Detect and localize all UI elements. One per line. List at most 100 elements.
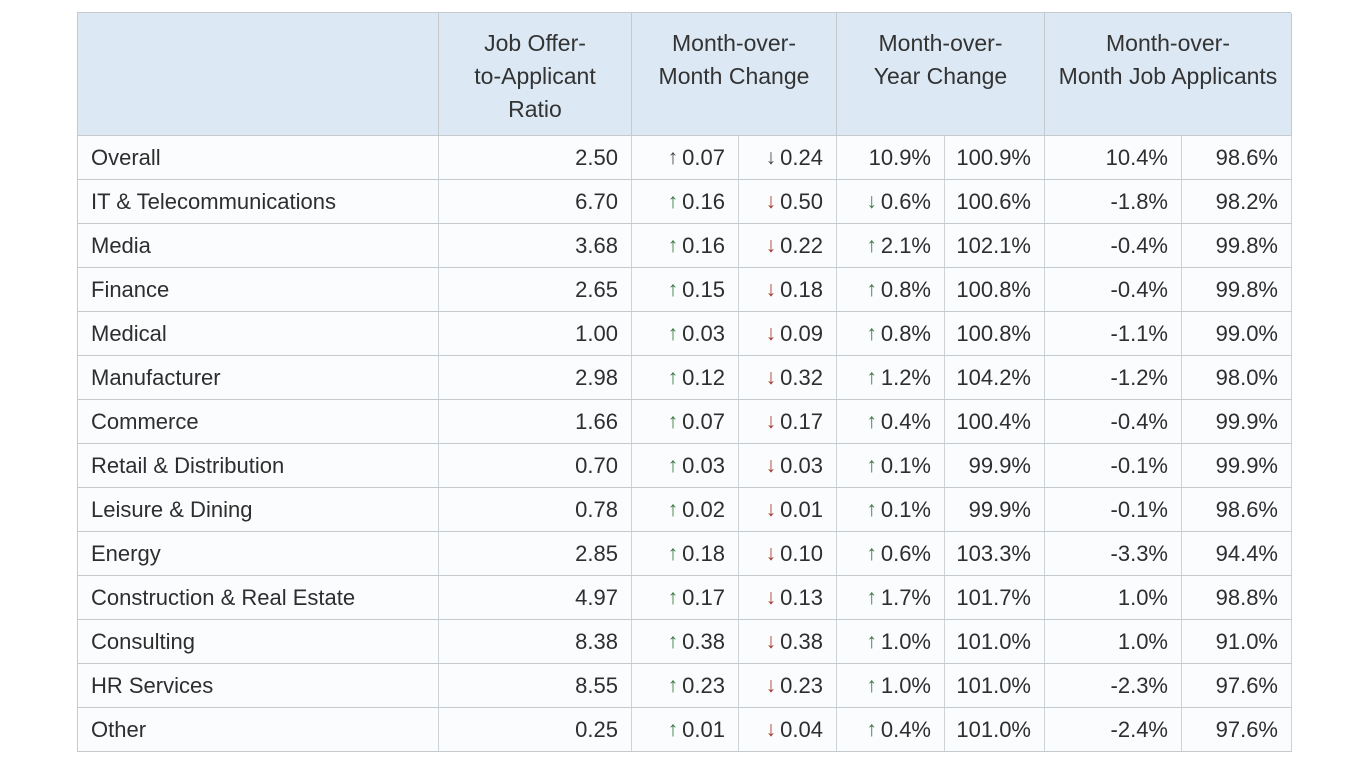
cell-ratio: 0.78 xyxy=(439,488,632,532)
cell-mom-up: ↑ 0.16 xyxy=(632,180,739,224)
cell-moy-change: ↑ 1.2% xyxy=(837,356,945,400)
cell-value: -0.4% xyxy=(1110,232,1168,258)
cell-moy-change: ↑ 1.7% xyxy=(837,576,945,620)
cell-value: 99.9% xyxy=(1215,408,1278,434)
table-row: Overall 2.50 ↑ 0.07 ↓ 0.24 10.9% 100.9% 10.4% 98.… xyxy=(78,136,1292,180)
cell-value: Energy xyxy=(91,540,161,566)
cell-value: 6.70 xyxy=(575,188,618,214)
down-arrow-icon: ↓ xyxy=(765,718,777,741)
cell-mom-up: ↑ 0.02 xyxy=(632,488,739,532)
cell-value: -2.4% xyxy=(1110,716,1168,742)
cell-value: 0.18 xyxy=(682,540,725,566)
cell-moy-change: ↑ 0.1% xyxy=(837,488,945,532)
cell-moy-change: ↑ 0.4% xyxy=(837,400,945,444)
cell-moy-index: 99.9% xyxy=(945,488,1045,532)
up-arrow-icon: ↑ xyxy=(866,718,877,741)
cell-value: 98.8% xyxy=(1215,584,1278,610)
up-arrow-icon: ↑ xyxy=(667,322,679,345)
cell-mom-down: ↓ 0.03 xyxy=(739,444,837,488)
cell-value: 1.00 xyxy=(575,320,618,346)
cell-ratio: 3.68 xyxy=(439,224,632,268)
cell-category: Overall xyxy=(78,136,439,180)
cell-applicants-index: 98.2% xyxy=(1182,180,1292,224)
cell-value: 0.8% xyxy=(880,276,931,302)
cell-moy-change: ↑ 0.8% xyxy=(837,268,945,312)
cell-category: Medical xyxy=(78,312,439,356)
cell-value: -0.1% xyxy=(1110,496,1168,522)
cell-moy-index: 99.9% xyxy=(945,444,1045,488)
cell-applicants-index: 99.0% xyxy=(1182,312,1292,356)
cell-applicants-change: -1.8% xyxy=(1045,180,1182,224)
cell-value: -3.3% xyxy=(1110,540,1168,566)
cell-value: 0.10 xyxy=(780,540,823,566)
cell-mom-up: ↑ 0.38 xyxy=(632,620,739,664)
cell-value: -1.2% xyxy=(1110,364,1168,390)
cell-moy-index: 101.7% xyxy=(945,576,1045,620)
header-line: Month-over- xyxy=(672,30,796,56)
cell-mom-down: ↓ 0.24 xyxy=(739,136,837,180)
cell-value: 91.0% xyxy=(1215,628,1278,654)
cell-category: Commerce xyxy=(78,400,439,444)
cell-applicants-change: -0.4% xyxy=(1045,400,1182,444)
cell-mom-up: ↑ 0.07 xyxy=(632,400,739,444)
cell-mom-up: ↑ 0.17 xyxy=(632,576,739,620)
table-row: IT & Telecommunications 6.70 ↑ 0.16 ↓ 0.50 ↓ 0.… xyxy=(78,180,1292,224)
table-row: Consulting 8.38 ↑ 0.38 ↓ 0.38 ↑ 1.0% 101.0% 1.0% 9… xyxy=(78,620,1292,664)
cell-mom-down: ↓ 0.09 xyxy=(739,312,837,356)
cell-applicants-index: 99.9% xyxy=(1182,400,1292,444)
cell-applicants-change: -0.1% xyxy=(1045,488,1182,532)
cell-category: Retail & Distribution xyxy=(78,444,439,488)
cell-moy-change: ↑ 2.1% xyxy=(837,224,945,268)
down-arrow-icon: ↓ xyxy=(765,146,777,169)
cell-category: Other xyxy=(78,708,439,752)
cell-value: 0.03 xyxy=(780,452,823,478)
up-arrow-icon: ↑ xyxy=(667,498,679,521)
cell-value: 0.01 xyxy=(682,716,725,742)
cell-ratio: 0.25 xyxy=(439,708,632,752)
cell-applicants-index: 98.0% xyxy=(1182,356,1292,400)
cell-applicants-change: -1.1% xyxy=(1045,312,1182,356)
table-row: Media 3.68 ↑ 0.16 ↓ 0.22 ↑ 2.1% 102.1% -0.4% 99.8% xyxy=(78,224,1292,268)
cell-value: Manufacturer xyxy=(91,364,221,390)
table-row: Retail & Distribution 0.70 ↑ 0.03 ↓ 0.03 ↑ 0.1%… xyxy=(78,444,1292,488)
cell-value: Leisure & Dining xyxy=(91,496,253,522)
header-mom-applicants: Month-over- Month Job Applicants xyxy=(1045,13,1292,136)
cell-value: 97.6% xyxy=(1215,716,1278,742)
cell-value: 98.6% xyxy=(1215,496,1278,522)
table-row: HR Services 8.55 ↑ 0.23 ↓ 0.23 ↑ 1.0% 101.0% -2.3… xyxy=(78,664,1292,708)
cell-moy-change: ↑ 0.4% xyxy=(837,708,945,752)
cell-value: Construction & Real Estate xyxy=(91,584,356,610)
cell-value: 99.9% xyxy=(968,496,1031,522)
cell-value: 4.97 xyxy=(575,584,618,610)
table-header: Job Offer- to-Applicant Ratio Month-over… xyxy=(78,13,1292,136)
cell-mom-up: ↑ 0.03 xyxy=(632,312,739,356)
cell-value: 100.9% xyxy=(956,144,1031,170)
cell-applicants-index: 97.6% xyxy=(1182,708,1292,752)
cell-value: 100.8% xyxy=(956,320,1031,346)
cell-value: 1.7% xyxy=(880,584,931,610)
cell-applicants-index: 98.6% xyxy=(1182,136,1292,180)
cell-value: 0.1% xyxy=(880,496,931,522)
up-arrow-icon: ↑ xyxy=(866,542,877,565)
header-line: Job Offer- xyxy=(484,30,586,56)
cell-applicants-index: 99.9% xyxy=(1182,444,1292,488)
table-row: Commerce 1.66 ↑ 0.07 ↓ 0.17 ↑ 0.4% 100.4% -0.4% 99… xyxy=(78,400,1292,444)
cell-ratio: 2.85 xyxy=(439,532,632,576)
cell-value: 8.38 xyxy=(575,628,618,654)
cell-value: 99.9% xyxy=(968,452,1031,478)
cell-value: 100.4% xyxy=(956,408,1031,434)
down-arrow-icon: ↓ xyxy=(765,366,777,389)
cell-value: 0.16 xyxy=(682,188,725,214)
up-arrow-icon: ↑ xyxy=(866,234,877,257)
cell-applicants-change: 10.4% xyxy=(1045,136,1182,180)
down-arrow-icon: ↓ xyxy=(765,586,777,609)
cell-value: 0.04 xyxy=(780,716,823,742)
cell-mom-up: ↑ 0.23 xyxy=(632,664,739,708)
up-arrow-icon: ↑ xyxy=(866,366,877,389)
cell-value: Consulting xyxy=(91,628,195,654)
cell-value: 0.8% xyxy=(880,320,931,346)
cell-value: 1.2% xyxy=(880,364,931,390)
cell-category: Construction & Real Estate xyxy=(78,576,439,620)
cell-value: -1.8% xyxy=(1110,188,1168,214)
